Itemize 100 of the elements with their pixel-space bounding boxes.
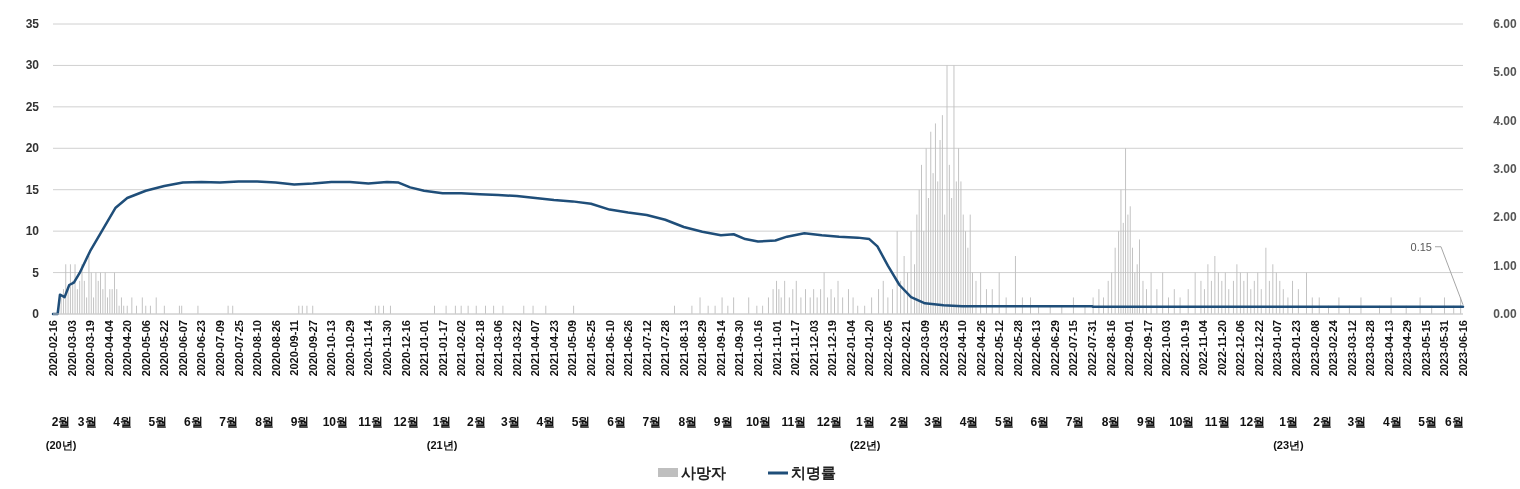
text: 3월 <box>924 415 944 429</box>
x-tick-label: 2021-11-01 <box>770 320 783 376</box>
text: 5월 <box>571 415 591 429</box>
text: 6월 <box>1444 415 1464 429</box>
x-tick-label: 2022-01-04 <box>844 319 857 377</box>
text: 10월 <box>1169 415 1195 429</box>
x-tick-label: 2022-09-17 <box>1141 320 1154 377</box>
x-tick-label: 2023-03-28 <box>1364 320 1377 377</box>
text: 6월 <box>607 415 626 429</box>
text: 9월 <box>1137 415 1156 429</box>
x-tick-label: 2020-07-25 <box>232 320 245 377</box>
data-label: 0.15 <box>1410 240 1432 253</box>
x-tick-label: 2022-10-03 <box>1160 320 1173 377</box>
text: 11월 <box>358 415 384 429</box>
x-tick-label: 2021-08-13 <box>677 320 690 377</box>
x-tick-label: 2022-04-26 <box>974 320 987 377</box>
text: 3월 <box>501 415 520 429</box>
x-tick-label: 2021-05-09 <box>566 320 579 377</box>
text: 2월 (20년) <box>45 415 77 451</box>
x-tick-label: 2022-07-15 <box>1067 320 1080 377</box>
text: 1월 (21년) <box>426 415 458 451</box>
x-tick-label: 2023-03-12 <box>1345 320 1358 377</box>
x-tick-label: 2020-09-11 <box>288 320 301 376</box>
x-tick-label: 2020-07-09 <box>213 320 226 377</box>
x-tick-label: 2020-06-07 <box>176 320 189 377</box>
x-tick-label: 2020-10-29 <box>343 320 356 377</box>
x-tick-label: 2020-03-03 <box>65 320 78 377</box>
x-tick-label: 2021-04-07 <box>529 320 542 377</box>
text: 12월 <box>393 415 419 429</box>
x-tick-label: 2021-02-18 <box>473 320 486 377</box>
x-tick-label: 2021-02-02 <box>455 320 468 377</box>
x-tick-label: 2022-02-05 <box>881 320 894 377</box>
text: 8월 <box>1101 415 1121 429</box>
y2-tick-label: 4.00 <box>1493 113 1517 128</box>
text: 6월 <box>1030 415 1050 429</box>
x-tick-label: 2021-07-12 <box>640 320 653 377</box>
x-tick-label: 2021-04-23 <box>547 320 560 377</box>
y-tick-label: 5 <box>32 265 40 280</box>
x-tick-label: 2022-07-31 <box>1085 320 1098 377</box>
x-tick-label: 2023-01-23 <box>1290 320 1303 377</box>
x-tick-label: 2020-05-06 <box>139 320 152 377</box>
text: 1월 (22년) <box>849 415 881 451</box>
text: 12월 <box>816 415 842 429</box>
x-tick-label: 2021-12-03 <box>807 320 820 377</box>
y-tick-label: 30 <box>25 58 40 73</box>
legend-label: 사망자 <box>681 464 726 481</box>
x-tick-label: 2021-03-22 <box>510 320 523 377</box>
y2-tick-label: 3.00 <box>1493 162 1517 176</box>
x-tick-label: 2020-09-27 <box>306 320 319 377</box>
x-tick-label: 2021-12-19 <box>826 320 839 377</box>
x-tick-label: 2022-04-10 <box>956 320 969 377</box>
text: 3월 <box>77 415 97 429</box>
x-tick-label: 2021-08-29 <box>696 320 709 377</box>
text: 9월 <box>713 415 733 429</box>
text: 4월 <box>959 415 979 429</box>
y-tick-label: 20 <box>25 141 40 156</box>
text: 4월 <box>536 415 556 429</box>
text: 5월 <box>1418 415 1437 429</box>
x-tick-label: 2023-06-16 <box>1457 320 1469 377</box>
text: 5월 <box>995 415 1014 429</box>
x-tick-label: 2022-05-12 <box>993 320 1006 377</box>
x-tick-label: 2022-12-06 <box>1234 320 1247 377</box>
x-tick-label: 2021-10-16 <box>752 320 764 377</box>
text: 4월 <box>113 415 132 429</box>
text: 7월 <box>1065 415 1085 429</box>
y2-tick-label: 6.00 <box>1493 17 1517 31</box>
x-tick-label: 2020-08-10 <box>251 320 264 377</box>
text: 2월 <box>890 415 909 429</box>
x-tick-label: 2020-03-19 <box>84 320 97 377</box>
x-tick-label: 2020-04-20 <box>121 320 134 377</box>
x-tick-label: 2022-09-01 <box>1123 320 1136 377</box>
x-tick-label: 2020-06-23 <box>195 320 208 377</box>
y2-tick-label: 2.00 <box>1493 210 1517 225</box>
text: 11월 <box>1204 415 1230 429</box>
x-tick-label: 2022-03-09 <box>918 320 931 377</box>
y-tick-label: 35 <box>25 17 40 31</box>
x-tick-label: 2021-01-01 <box>418 320 431 377</box>
y2-tick-label: 5.00 <box>1493 65 1517 80</box>
text: 7월 <box>642 415 662 429</box>
x-tick-label: 2022-11-04 <box>1197 319 1210 376</box>
x-tick-label: 2023-05-15 <box>1419 320 1432 377</box>
y2-tick-label: 0.00 <box>1493 307 1517 321</box>
x-tick-label: 2021-09-14 <box>714 319 727 377</box>
x-tick-label: 2022-08-16 <box>1104 320 1117 377</box>
x-tick-label: 2023-04-13 <box>1382 320 1395 377</box>
x-tick-label: 2021-11-17 <box>789 320 802 376</box>
text: 8월 <box>255 415 274 429</box>
x-tick-label: 2020-12-16 <box>399 320 412 377</box>
x-tick-label: 2020-11-30 <box>380 320 393 376</box>
text: 4월 <box>1382 415 1402 429</box>
text: 2월 <box>1313 415 1333 429</box>
text: 10월 <box>322 415 349 429</box>
x-tick-label: 2022-01-20 <box>863 320 876 377</box>
text: 12월 <box>1239 415 1266 429</box>
x-tick-label: 2021-01-17 <box>436 320 449 377</box>
x-tick-label: 2023-05-31 <box>1438 320 1451 377</box>
y-tick-label: 15 <box>25 182 40 197</box>
x-tick-label: 2022-02-21 <box>900 320 913 377</box>
x-tick-label: 2023-02-24 <box>1327 319 1340 377</box>
y-tick-label: 10 <box>25 224 40 239</box>
